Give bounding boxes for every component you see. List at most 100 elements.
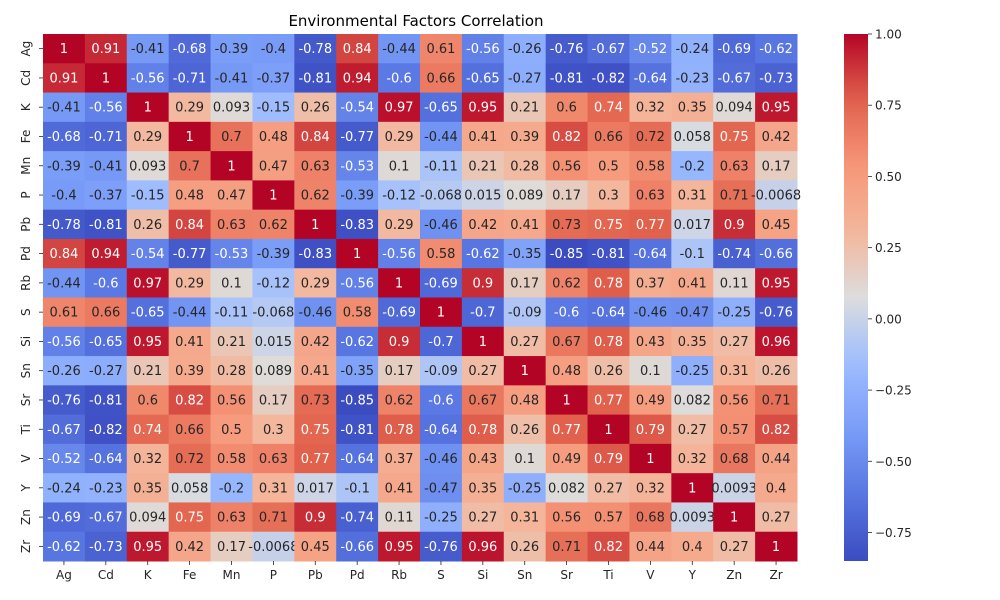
cell-value-label: 0.015 — [255, 335, 292, 350]
cell-value-label: 0.017 — [297, 481, 334, 496]
heatmap-cell — [336, 531, 379, 562]
cell-value-label: -0.2 — [680, 159, 705, 174]
cell-value-label: 0.45 — [762, 218, 791, 233]
cell-value-label: 1 — [772, 540, 780, 555]
heatmap-cell — [378, 151, 421, 181]
cell-value-label: 0.4 — [682, 540, 703, 555]
cell-value-label: 0.42 — [468, 218, 497, 233]
cell-value-label: 1 — [102, 71, 110, 86]
cell-value-label: -0.77 — [173, 247, 207, 262]
cell-value-label: 0.71 — [552, 540, 581, 555]
heatmap-cell — [671, 531, 714, 562]
cell-value-label: 1 — [521, 364, 529, 379]
cell-value-label: 0.73 — [301, 393, 330, 408]
cell-value-label: -0.6 — [428, 393, 453, 408]
heatmap-cell — [755, 34, 798, 64]
heatmap-cell — [210, 209, 253, 240]
heatmap-cell — [587, 121, 630, 152]
heatmap-cell — [210, 531, 253, 562]
colorbar-tick-label: 1.00 — [875, 28, 902, 42]
heatmap-cell — [587, 356, 630, 386]
cell-value-label: 0.74 — [133, 423, 162, 438]
heatmap-cell — [461, 151, 505, 181]
cell-value-label: -0.62 — [466, 247, 500, 262]
y-tick-label: Ti — [19, 424, 33, 435]
heatmap-cell — [168, 414, 212, 445]
heatmap-cell — [252, 356, 295, 386]
heatmap-cell — [294, 180, 337, 211]
cell-value-label: 0.28 — [510, 159, 539, 174]
cell-value-label: -0.47 — [675, 306, 709, 321]
cell-value-label: 0.27 — [678, 423, 707, 438]
cell-value-label: -0.068 — [420, 189, 462, 204]
cell-value-label: -0.81 — [592, 247, 626, 262]
heatmap-cell — [461, 121, 505, 152]
cell-value-label: -0.0068 — [751, 189, 801, 204]
cell-value-label: -0.78 — [47, 218, 81, 233]
cell-value-label: -0.26 — [508, 42, 542, 57]
cell-value-label: 0.57 — [720, 423, 749, 438]
heatmap-cell — [210, 151, 253, 181]
cell-value-label: -0.39 — [47, 159, 81, 174]
cell-value-label: -0.54 — [131, 247, 165, 262]
cell-value-label: 0.97 — [385, 101, 414, 116]
heatmap-cell — [713, 385, 756, 416]
cell-value-label: 0.61 — [426, 42, 455, 57]
heatmap-cell — [755, 473, 798, 503]
heatmap-cell — [545, 356, 589, 386]
cell-value-label: 0.78 — [385, 423, 414, 438]
cell-value-label: -0.4 — [51, 189, 76, 204]
cell-value-label: -0.52 — [47, 452, 81, 467]
heatmap-cell — [713, 531, 756, 562]
cell-value-label: 0.1 — [221, 276, 242, 291]
cell-value-label: -0.68 — [173, 42, 207, 57]
heatmap-cell — [461, 209, 505, 240]
cell-value-label: 0.094 — [716, 101, 753, 116]
cell-value-label: 0.27 — [510, 335, 539, 350]
heatmap-cell — [755, 385, 798, 416]
heatmap-cell — [503, 502, 547, 533]
heatmap-cell — [587, 151, 630, 181]
heatmap-cell — [168, 531, 212, 562]
heatmap-cell — [587, 473, 630, 503]
x-tick-label: Pb — [308, 568, 323, 582]
cell-value-label: 0.29 — [385, 218, 414, 233]
heatmap-cell — [545, 121, 589, 152]
cell-value-label: -0.25 — [508, 481, 542, 496]
cell-value-label: 0.27 — [468, 364, 497, 379]
heatmap-cell — [210, 180, 253, 211]
cell-value-label: 0.84 — [301, 130, 330, 145]
heatmap-cell — [294, 92, 337, 123]
heatmap-cell — [252, 209, 295, 240]
cell-value-label: 0.26 — [510, 423, 539, 438]
colorbar-gradient — [844, 34, 868, 561]
cell-value-label: -0.56 — [466, 42, 500, 57]
cell-value-label: 0.72 — [636, 130, 665, 145]
cell-value-label: 0.29 — [385, 130, 414, 145]
x-tick-label: K — [144, 568, 153, 582]
cell-value-label: -0.41 — [47, 101, 81, 116]
heatmap-cell — [168, 63, 212, 94]
heatmap-cell — [84, 473, 128, 503]
heatmap-cell — [545, 209, 589, 240]
heatmap-cell — [378, 473, 421, 503]
heatmap-cell — [210, 63, 253, 94]
heatmap-cell — [168, 151, 212, 181]
cell-value-label: -0.37 — [89, 189, 123, 204]
cell-value-label: 0.015 — [464, 189, 501, 204]
cell-value-label: 0.82 — [175, 393, 204, 408]
cell-value-label: 0.67 — [552, 335, 581, 350]
heatmap-cell — [503, 531, 547, 562]
heatmap-cell — [43, 209, 86, 240]
heatmap-cell — [210, 297, 253, 328]
heatmap-cell — [671, 297, 714, 328]
heatmap-cell — [84, 151, 128, 181]
heatmap-cell — [43, 34, 86, 64]
heatmap-cell — [378, 414, 421, 445]
heatmap-cells: 1 0.91 -0.41 -0.68 -0.39 -0.4 -0.78 0.84 -0.44 0.… — [43, 34, 801, 562]
colorbar-tick-label: −0.25 — [875, 384, 912, 398]
cell-value-label: -0.24 — [47, 481, 81, 496]
heatmap-cell — [671, 121, 714, 152]
heatmap-cell — [126, 268, 170, 298]
heatmap-cell — [671, 151, 714, 181]
